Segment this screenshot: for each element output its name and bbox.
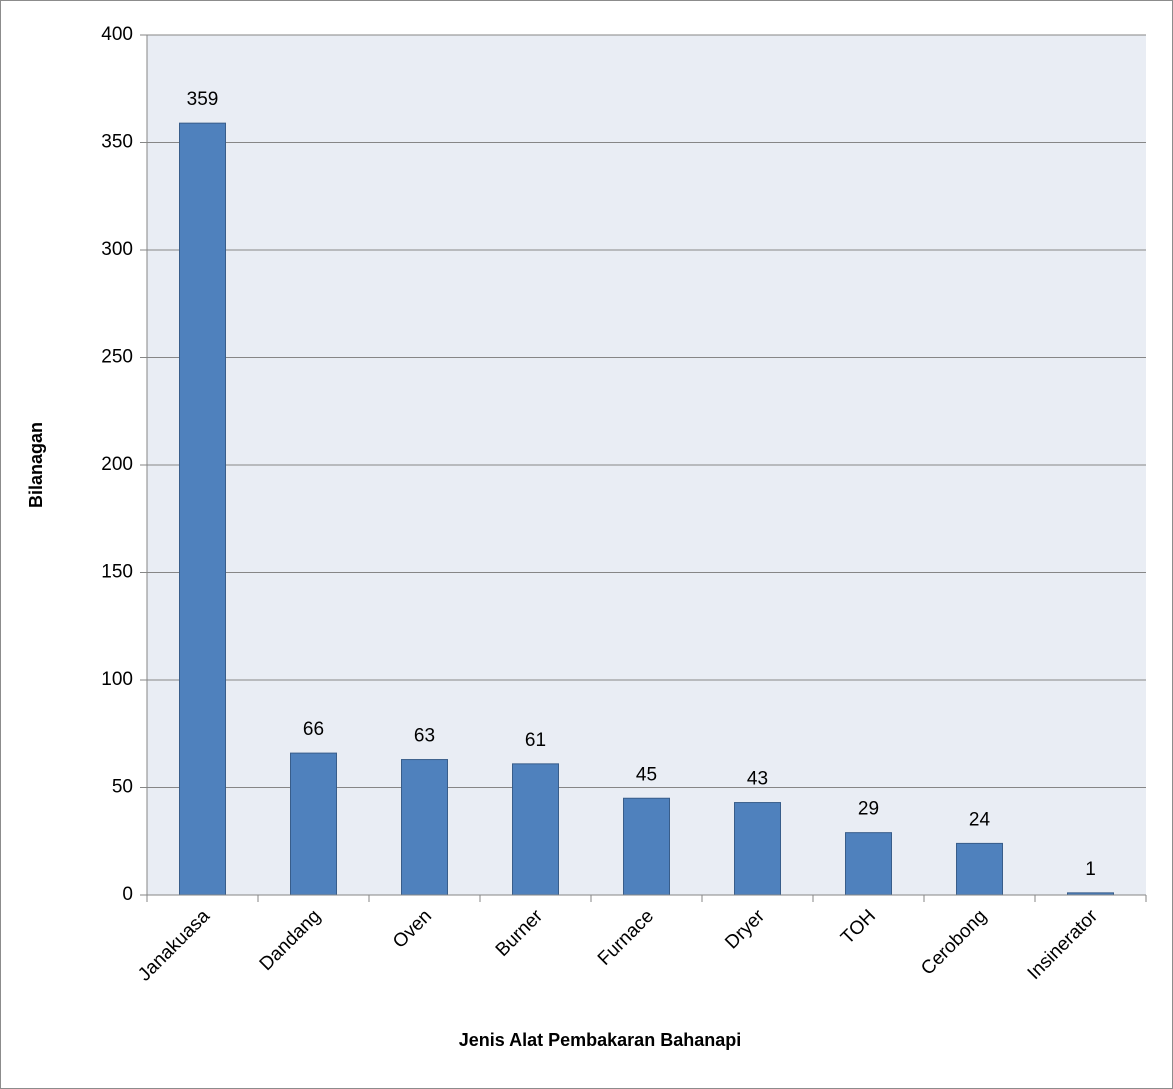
x-tick-label: Furnace	[594, 906, 658, 970]
x-tick-label: Burner	[492, 905, 548, 961]
bar-janakuasa	[179, 122, 226, 896]
bar-dandang	[290, 752, 337, 896]
x-tick-label: Dryer	[721, 905, 769, 953]
y-tick-label: 50	[112, 777, 133, 798]
data-label: 29	[858, 799, 879, 820]
data-label: 24	[969, 809, 991, 830]
y-tick-label: 150	[101, 562, 133, 583]
bar-cerobong	[956, 842, 1003, 896]
y-tick-label: 100	[101, 669, 133, 690]
y-tick-label: 200	[101, 454, 133, 475]
data-label: 45	[636, 764, 657, 785]
bar-toh	[845, 832, 892, 896]
y-tick-label: 250	[101, 347, 133, 368]
bar-dryer	[734, 802, 781, 896]
bar-furnace	[623, 797, 670, 896]
data-label: 63	[414, 726, 435, 747]
bar-oven	[401, 759, 448, 896]
data-label: 43	[747, 769, 768, 790]
y-tick-label: 0	[122, 884, 133, 905]
data-label: 61	[525, 730, 546, 751]
x-tick-label: Janakuasa	[134, 905, 214, 985]
x-tick-label: Oven	[389, 906, 436, 953]
x-tick-label: Cerobong	[917, 906, 991, 980]
y-tick-label: 400	[101, 24, 133, 45]
y-tick-label: 350	[101, 132, 133, 153]
x-tick-label: Insinerator	[1024, 905, 1103, 984]
data-label: 359	[187, 89, 219, 110]
y-tick-label: 300	[101, 239, 133, 260]
data-label: 66	[303, 719, 324, 740]
x-axis-title: Jenis Alat Pembakaran Bahanapi	[459, 1030, 741, 1050]
bar-burner	[512, 763, 559, 896]
y-axis-title: Bilanagan	[26, 422, 46, 508]
x-tick-label: TOH	[837, 906, 880, 949]
x-tick-label: Dandang	[256, 906, 325, 975]
data-label: 1	[1085, 859, 1096, 880]
